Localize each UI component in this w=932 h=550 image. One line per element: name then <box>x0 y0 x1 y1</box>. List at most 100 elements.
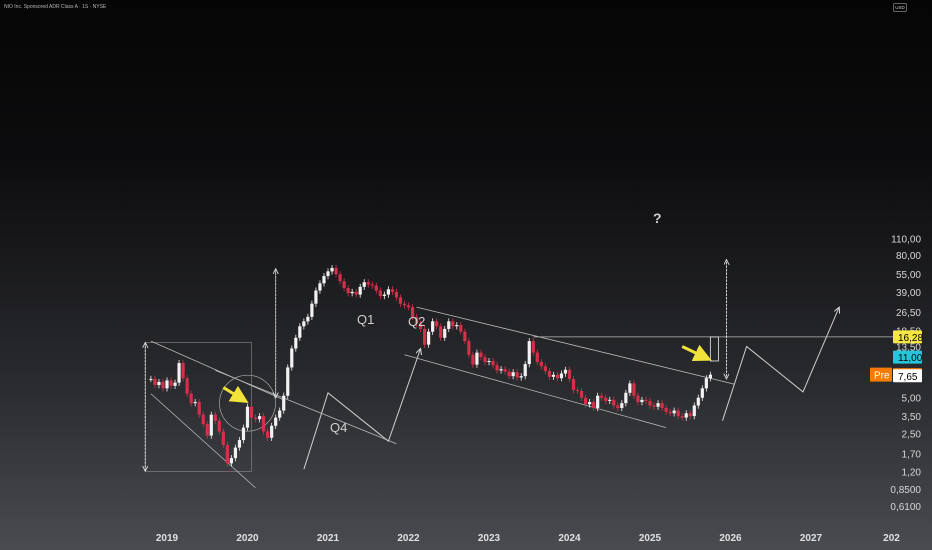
candle-body <box>688 413 692 417</box>
y-tick-label: 0,8500 <box>890 485 921 496</box>
candle-body <box>491 360 495 366</box>
y-tick-label: 1,70 <box>902 449 922 460</box>
candle-body <box>584 397 588 405</box>
candle-body <box>221 431 225 445</box>
candle-body <box>213 414 217 421</box>
candle-body <box>427 331 431 345</box>
candle-body <box>286 367 290 396</box>
candle-body <box>531 341 535 353</box>
candle-body <box>310 303 314 317</box>
y-tick-label: 0,6100 <box>890 502 921 513</box>
candle-body <box>515 372 519 378</box>
candle-body <box>503 369 507 372</box>
candle-body <box>467 341 471 355</box>
candle-body <box>414 316 419 324</box>
candle-body <box>644 399 648 401</box>
x-tick-label: 202 <box>883 533 900 544</box>
candle-body <box>382 294 386 296</box>
wave-projection-path <box>303 349 421 470</box>
candle-body <box>229 458 233 464</box>
candle-body <box>604 397 608 401</box>
price-badge-label: 16,28 <box>898 333 923 344</box>
candle-body <box>173 382 177 386</box>
candle-body <box>358 286 362 295</box>
yellow-arrow-icon <box>681 344 712 361</box>
candle-body <box>443 328 447 338</box>
candle-body <box>596 395 600 408</box>
wave-label-q4: Q4 <box>330 420 347 435</box>
candle-body <box>507 371 511 377</box>
candle-body <box>282 395 286 411</box>
candle-body <box>402 303 407 306</box>
x-tick-label: 2027 <box>800 533 823 544</box>
candle-body <box>592 402 596 408</box>
pre-market-tag <box>870 367 892 382</box>
candle-body <box>495 365 499 371</box>
x-tick-label: 2025 <box>639 533 662 544</box>
x-tick-label: 2024 <box>558 533 581 544</box>
candle-body <box>217 420 221 432</box>
candle-body <box>294 337 298 349</box>
wave-label-q1: Q1 <box>357 312 374 327</box>
candle-body <box>334 267 338 275</box>
pre-market-tag-label: Pre <box>874 371 890 382</box>
candle-body <box>439 326 443 338</box>
candle-body <box>660 403 664 408</box>
candle-body <box>547 370 551 377</box>
trendline <box>150 340 284 401</box>
candle-body <box>314 290 318 304</box>
candle-body <box>459 324 463 332</box>
y-tick-label: 55,00 <box>896 270 921 281</box>
y-tick-label: 5,00 <box>902 394 922 405</box>
candle-body <box>233 447 238 459</box>
candle-body <box>394 291 399 298</box>
candle-body <box>636 395 640 403</box>
candle-body <box>668 411 672 414</box>
candle-body <box>664 407 668 412</box>
candle-body <box>370 284 374 286</box>
trendline <box>215 370 397 445</box>
candle-body <box>237 440 242 448</box>
candle-body <box>306 316 310 322</box>
candle-body <box>181 363 185 379</box>
candle-body <box>205 424 209 436</box>
candle-body <box>249 406 254 418</box>
price-badge <box>893 330 922 344</box>
candle-body <box>487 360 491 362</box>
candle-body <box>579 390 584 398</box>
candle-body <box>342 281 346 289</box>
candle-body <box>161 381 165 389</box>
y-tick-label: 26,50 <box>896 308 921 319</box>
candle-body <box>624 392 628 404</box>
yellow-arrow-icon <box>222 385 249 403</box>
highlight-circle <box>219 374 276 432</box>
candle-body <box>362 282 366 287</box>
candle-body <box>447 321 451 329</box>
candle-body <box>406 305 411 308</box>
candle-body <box>511 372 515 377</box>
candle-body <box>479 352 483 358</box>
candle-body <box>499 369 503 371</box>
candle-body <box>672 410 676 414</box>
x-tick-label: 2019 <box>156 533 179 544</box>
candle-body <box>366 282 370 285</box>
candle-body <box>177 363 181 383</box>
candle-body <box>620 403 624 408</box>
price-badge-label: 7,65 <box>898 372 918 383</box>
candle-body <box>253 417 258 420</box>
candle-body <box>197 402 201 415</box>
x-tick-label: 2023 <box>478 533 501 544</box>
currency-button[interactable]: USD <box>893 3 907 12</box>
candle-body <box>471 354 475 365</box>
y-tick-label: 110,00 <box>891 234 921 245</box>
candle-body <box>704 378 708 389</box>
candle-body <box>475 352 479 365</box>
candle-body <box>652 405 656 407</box>
symbol-title: NIO Inc. Sponsored ADR Class A · 1S · NY… <box>4 4 107 10</box>
candle-body <box>700 388 704 398</box>
wave-label-q2: Q2 <box>408 314 425 329</box>
candle-body <box>390 289 394 292</box>
candle-body <box>354 291 358 295</box>
candle-body <box>398 297 403 304</box>
